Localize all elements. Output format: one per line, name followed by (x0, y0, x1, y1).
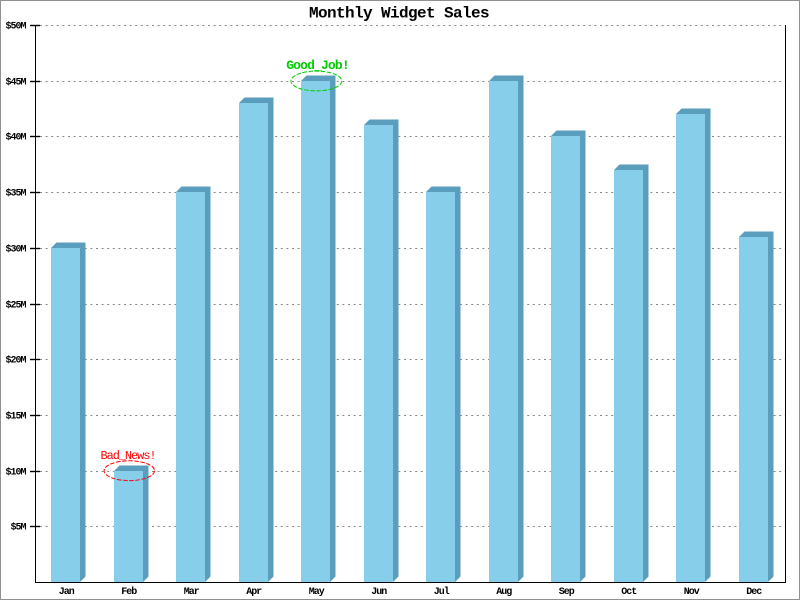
svg-text:$50M: $50M (5, 21, 26, 33)
svg-text:Aug: Aug (496, 587, 512, 598)
svg-text:$30M: $30M (5, 244, 26, 256)
svg-text:May: May (309, 587, 325, 598)
svg-text:Apr: Apr (246, 587, 262, 598)
svg-text:$10M: $10M (5, 467, 26, 479)
svg-text:Mar: Mar (184, 587, 200, 598)
svg-text:Sep: Sep (559, 587, 575, 598)
svg-text:$35M: $35M (5, 188, 26, 200)
svg-text:Good_Job!: Good_Job! (286, 58, 349, 73)
svg-text:Monthly Widget Sales: Monthly Widget Sales (309, 5, 489, 23)
svg-text:Nov: Nov (684, 587, 700, 598)
svg-text:Dec: Dec (746, 587, 762, 598)
svg-text:Jan: Jan (59, 587, 75, 598)
svg-text:$25M: $25M (5, 300, 26, 312)
svg-text:Feb: Feb (121, 586, 137, 598)
svg-text:Oct: Oct (621, 587, 637, 598)
svg-text:$45M: $45M (5, 77, 26, 89)
svg-text:$15M: $15M (5, 411, 26, 423)
svg-text:Jun: Jun (371, 587, 387, 598)
svg-text:$20M: $20M (5, 355, 26, 367)
svg-text:$40M: $40M (5, 132, 26, 144)
svg-text:$5M: $5M (10, 522, 26, 534)
svg-text:Bad_News!: Bad_News! (101, 449, 156, 463)
svg-text:Jul: Jul (434, 586, 450, 598)
